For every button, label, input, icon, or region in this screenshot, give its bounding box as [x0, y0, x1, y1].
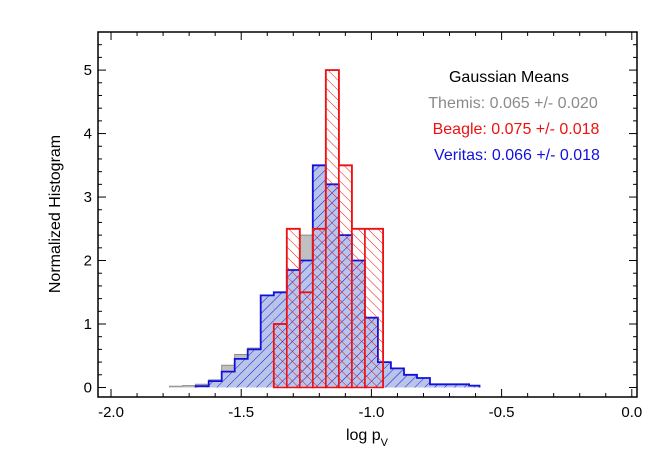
x-tick-label: -1.5 — [228, 404, 254, 421]
beagle-bar — [273, 323, 288, 389]
veritas-bar-hatch — [416, 377, 430, 388]
veritas-bar-hatch — [429, 384, 444, 388]
y-axis-title: Normalized Histogram — [47, 135, 64, 293]
veritas-bar-hatch — [390, 368, 404, 388]
legend: Gaussian Means Themis: 0.065 +/- 0.020 B… — [428, 69, 600, 164]
veritas-bar-hatch — [456, 384, 470, 388]
y-tick-label: 2 — [84, 253, 92, 270]
beagle-bar — [325, 69, 340, 389]
x-tick-label: -0.5 — [489, 404, 515, 421]
themis-bar — [169, 386, 183, 388]
beagle-bar — [351, 228, 366, 389]
x-tick-label: -2.0 — [98, 404, 124, 421]
beagle-bar — [286, 228, 301, 389]
series-beagle — [272, 69, 384, 389]
veritas-bar-hatch — [443, 384, 457, 388]
y-tick-label: 5 — [84, 62, 92, 79]
veritas-bar-hatch — [260, 295, 274, 388]
veritas-bar-hatch — [208, 381, 222, 388]
x-axis-title: log pV — [346, 427, 389, 449]
beagle-bar — [312, 228, 327, 389]
legend-entry-beagle: Beagle: 0.075 +/- 0.018 — [433, 121, 600, 138]
veritas-bar-hatch — [221, 371, 235, 388]
veritas-bar-hatch — [469, 385, 480, 388]
beagle-outline — [272, 69, 384, 388]
plot-frame — [97, 31, 638, 398]
y-tick-label: 0 — [84, 379, 92, 396]
y-tick-label: 4 — [84, 126, 92, 143]
x-tick-label: 0.0 — [621, 404, 642, 421]
veritas-bar-hatch — [403, 374, 417, 388]
legend-title: Gaussian Means — [449, 69, 569, 86]
y-tick-label: 1 — [84, 316, 92, 333]
beagle-bar — [338, 164, 353, 389]
veritas-bar-hatch — [247, 349, 261, 388]
x-tick-label: -1.0 — [358, 404, 384, 421]
legend-entry-veritas: Veritas: 0.066 +/- 0.018 — [434, 147, 600, 164]
themis-bar — [182, 385, 196, 388]
beagle-bar — [364, 228, 384, 389]
legend-entry-themis: Themis: 0.065 +/- 0.020 — [428, 95, 598, 112]
histogram-series — [169, 69, 481, 389]
y-tick-label: 3 — [84, 189, 92, 206]
axis-ticks: -2.0 -1.5 -1.0 -0.5 0.0 0 1 2 3 4 5 — [84, 32, 642, 421]
beagle-bar — [299, 291, 314, 389]
veritas-bar-hatch — [234, 358, 248, 388]
